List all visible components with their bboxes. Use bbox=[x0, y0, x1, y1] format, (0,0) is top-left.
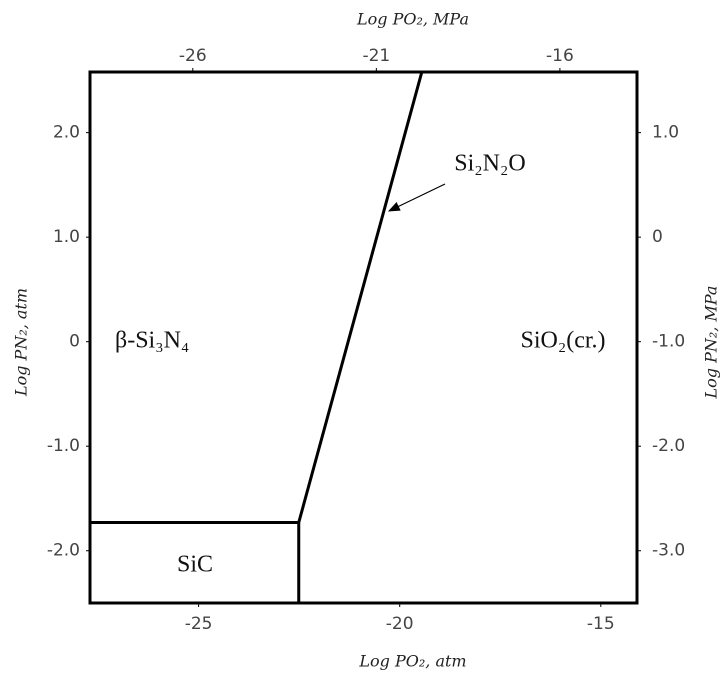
y2-tick-label: 0 bbox=[652, 227, 663, 247]
region-label: SiC bbox=[177, 552, 213, 578]
y-tick-label: 2.0 bbox=[53, 123, 80, 143]
region-label: SiO₂(cr.) bbox=[520, 328, 605, 354]
y2-axis-title: Log PN₂, MPa bbox=[702, 286, 721, 400]
y-tick-label: 1.0 bbox=[53, 227, 80, 247]
x-tick-label: -15 bbox=[587, 614, 615, 634]
y2-tick-label: -1.0 bbox=[652, 332, 685, 352]
y2-tick-label: -3.0 bbox=[652, 541, 685, 561]
region-label: β-Si₃N₄ bbox=[115, 328, 189, 354]
y-axis-title: Log PN₂, atm bbox=[12, 288, 31, 397]
phase-boundary bbox=[297, 71, 424, 523]
x2-tick-label: -26 bbox=[179, 46, 207, 66]
x-tick-label: -25 bbox=[185, 614, 213, 634]
y2-tick-label: 1.0 bbox=[652, 123, 679, 143]
plot-frame bbox=[88, 70, 639, 605]
y2-tick-label: -2.0 bbox=[652, 436, 685, 456]
annotation-arrow bbox=[387, 183, 446, 212]
y-tick-label: 0 bbox=[69, 332, 80, 352]
y-tick-label: -2.0 bbox=[47, 541, 80, 561]
y-tick-label: -1.0 bbox=[47, 436, 80, 456]
x2-tick-label: -16 bbox=[546, 46, 574, 66]
x2-tick-label: -21 bbox=[362, 46, 390, 66]
x-tick-label: -20 bbox=[386, 614, 414, 634]
region-label: Si₂N₂O bbox=[454, 151, 525, 177]
x2-axis-title: Log PO₂, MPa bbox=[356, 10, 469, 29]
x-axis-title: Log PO₂, atm bbox=[358, 652, 466, 671]
